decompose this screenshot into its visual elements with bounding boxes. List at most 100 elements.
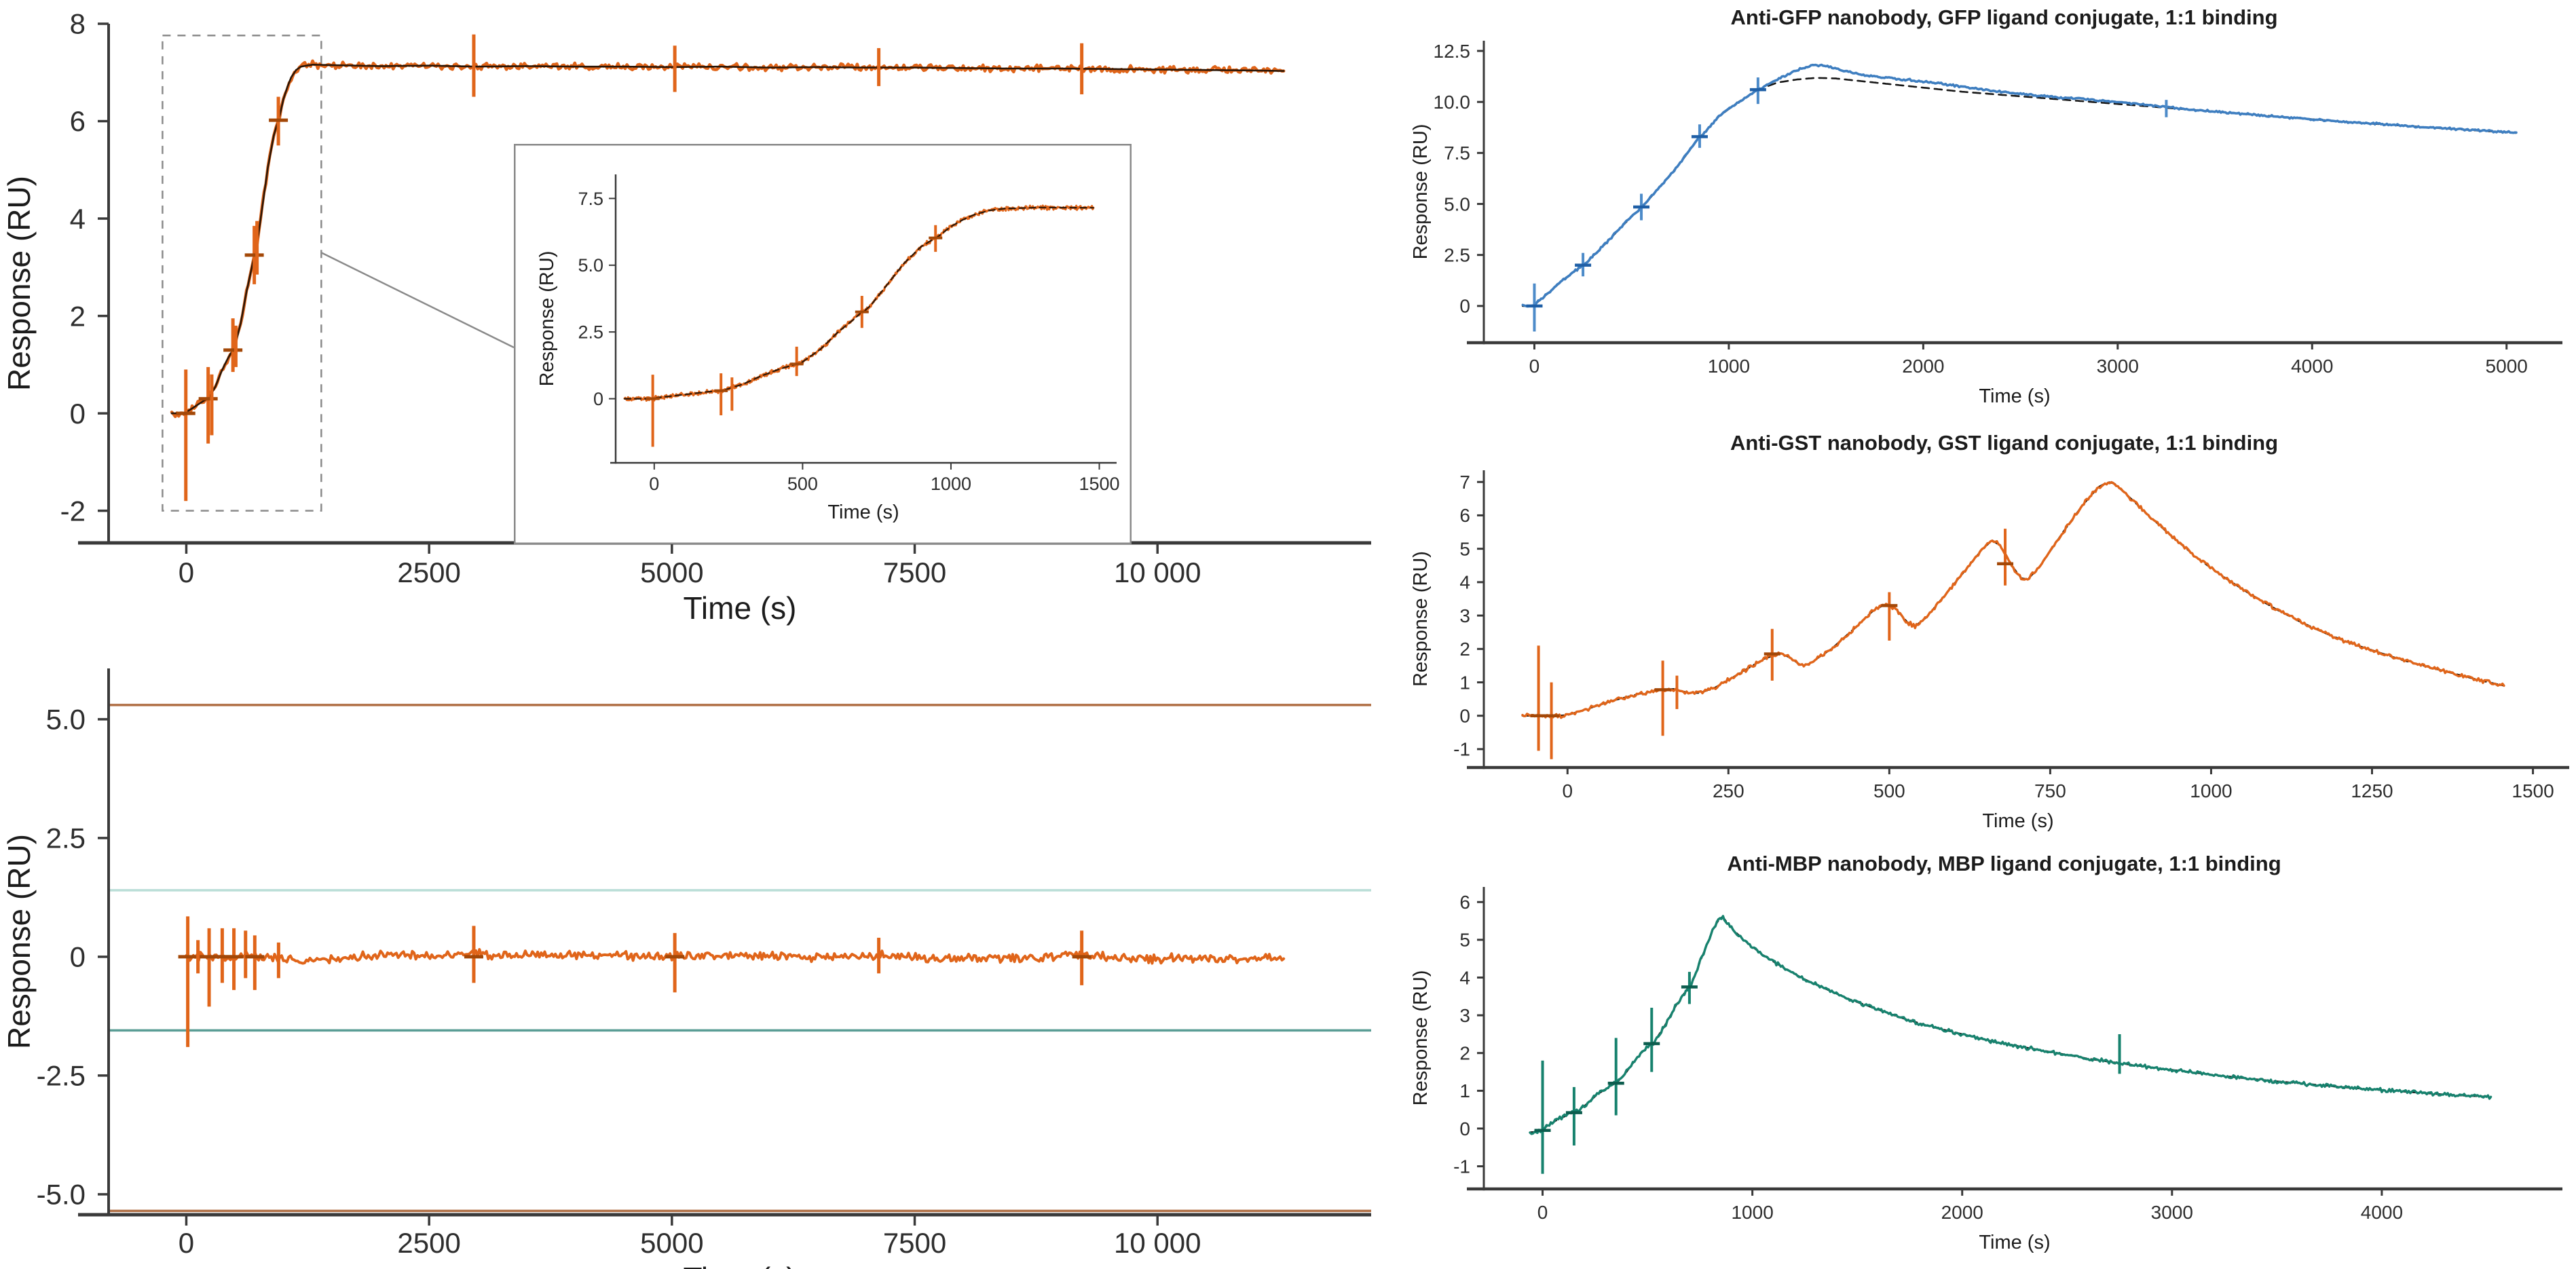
series-fit [624, 206, 1094, 400]
y-tick-label: 5.0 [578, 255, 603, 276]
inset-connector-line [320, 252, 515, 349]
y-tick-label: 3 [1459, 605, 1470, 626]
y-tick-label: 0 [593, 389, 603, 409]
y-tick-label: 0 [1459, 296, 1470, 317]
y-tick-label: 0 [1459, 706, 1470, 727]
x-axis-label: Time (s) [1979, 1232, 2050, 1253]
mbp-binding-chart-svg: Anti-MBP nanobody, MBP ligand conjugate,… [1410, 852, 2562, 1253]
series-fit [170, 64, 1285, 415]
x-tick-label: 3000 [2151, 1202, 2193, 1223]
series-fit [1521, 480, 2505, 717]
series-measured [1529, 915, 2493, 1135]
x-tick-label: 750 [2034, 780, 2066, 801]
y-tick-label: 1 [1459, 1080, 1470, 1101]
x-tick-label: 0 [1562, 780, 1573, 801]
chart-title: Anti-MBP nanobody, MBP ligand conjugate,… [1727, 852, 2281, 875]
y-tick-label: 12.5 [1434, 41, 1471, 62]
chart-title: Anti-GST nanobody, GST ligand conjugate,… [1730, 431, 2278, 455]
error-bars [176, 34, 1084, 501]
x-tick-label: 7500 [883, 556, 946, 588]
axes: 0 2500 5000 7500 10 000 -5.0 -2.5 0 2.5 5.0 [37, 668, 1371, 1259]
chart-residuals: 0 2500 5000 7500 10 000 -5.0 -2.5 0 2.5 5.0 Time (… [0, 638, 1392, 1269]
y-axis-label: Response (RU) [1, 176, 37, 391]
x-tick-label: 10 000 [1114, 556, 1201, 588]
x-tick-label: 4000 [2291, 356, 2333, 377]
y-axis-label: Response (RU) [1410, 551, 1432, 687]
y-tick-label: 2 [1459, 1043, 1470, 1064]
x-tick-label: 0 [1537, 1202, 1548, 1223]
x-tick-label: 1000 [931, 474, 971, 494]
y-tick-label: 5.0 [1444, 193, 1470, 214]
x-tick-label: 7500 [883, 1227, 946, 1259]
y-tick-label: 8 [70, 8, 86, 40]
y-tick-label: 5 [1459, 930, 1470, 951]
gfp-binding-chart-svg: Anti-GFP nanobody, GFP ligand conjugate,… [1410, 5, 2562, 407]
y-tick-label: 3 [1459, 1005, 1470, 1026]
inset-background [514, 144, 1132, 544]
inset-zoom-chart-svg: 0 500 1000 1500 0 2.5 5.0 7.5 Time (s) Response (… [514, 144, 1132, 544]
series-fit [1529, 916, 2492, 1133]
x-tick-label: 0 [179, 1227, 194, 1259]
y-tick-label: 2 [70, 300, 86, 332]
axes: 0 250 500 750 1000 1250 1500 -1 0 1 2 3 4 5 6 7 [1453, 470, 2569, 801]
x-tick-label: 5000 [640, 556, 703, 588]
x-tick-label: 1000 [2190, 780, 2232, 801]
series-measured [1521, 480, 2505, 719]
y-tick-label: 4 [1459, 572, 1470, 593]
error-bars [1530, 529, 2014, 759]
chart-anti-gfp: Anti-GFP nanobody, GFP ligand conjugate,… [1392, 0, 2576, 423]
y-tick-label: 6 [1459, 892, 1470, 913]
y-tick-label: -5.0 [37, 1179, 86, 1211]
error-bars [646, 225, 943, 447]
zoom-region-box [162, 34, 322, 512]
x-tick-label: 1000 [1731, 1202, 1773, 1223]
y-tick-label: 6 [1459, 505, 1470, 526]
y-tick-label: 1 [1459, 672, 1470, 693]
x-tick-label: 500 [1873, 780, 1905, 801]
error-bars [178, 916, 1091, 1047]
x-tick-label: 1500 [2512, 780, 2554, 801]
inset-border [514, 144, 1132, 544]
x-tick-label: 1500 [1079, 474, 1119, 494]
x-tick-label: 5000 [640, 1227, 703, 1259]
x-tick-label: 0 [1529, 356, 1540, 377]
y-axis-label: Response (RU) [1410, 124, 1432, 260]
y-tick-label: -2.5 [37, 1060, 86, 1092]
axes: 0 500 1000 1500 0 2.5 5.0 7.5 [578, 174, 1120, 494]
y-tick-label: 4 [1459, 967, 1470, 988]
x-tick-label: 5000 [2486, 356, 2528, 377]
x-tick-label: 4000 [2361, 1202, 2403, 1223]
x-tick-label: 3000 [2097, 356, 2139, 377]
y-axis-label: Response (RU) [1, 834, 37, 1049]
y-axis-label: Response (RU) [1410, 970, 1432, 1106]
chart-anti-gst: Anti-GST nanobody, GST ligand conjugate,… [1392, 423, 2576, 846]
x-axis-label: Time (s) [827, 501, 899, 523]
axes: 0 1000 2000 3000 4000 -1 0 1 2 3 4 5 6 [1453, 887, 2562, 1223]
x-tick-label: 2000 [1902, 356, 1944, 377]
series-fit [1522, 77, 2518, 307]
y-tick-label: 0 [70, 941, 86, 973]
y-tick-label: -1 [1453, 1156, 1470, 1177]
y-tick-label: 7.5 [1444, 143, 1470, 164]
y-tick-label: -1 [1453, 739, 1470, 760]
chart-title: Anti-GFP nanobody, GFP ligand conjugate,… [1731, 5, 2278, 29]
y-tick-label: 4 [70, 203, 86, 235]
series-residual [185, 948, 1286, 965]
chart-anti-mbp: Anti-MBP nanobody, MBP ligand conjugate,… [1392, 846, 2576, 1269]
x-axis-label: Time (s) [1982, 810, 2053, 832]
y-tick-label: 10.0 [1434, 92, 1471, 113]
y-tick-label: 7.5 [578, 189, 603, 209]
error-bars [1526, 77, 2168, 332]
gst-binding-chart-svg: Anti-GST nanobody, GST ligand conjugate,… [1410, 431, 2569, 832]
x-tick-label: 10 000 [1114, 1227, 1201, 1259]
x-axis-label: Time (s) [684, 590, 797, 626]
axes: 0 1000 2000 3000 4000 5000 0 2.5 5.0 7.5 10.0 12.5 [1434, 41, 2562, 377]
y-tick-label: 0 [70, 398, 86, 430]
series-measured [170, 59, 1286, 419]
y-tick-label: 2.5 [578, 322, 603, 343]
x-tick-label: 500 [787, 474, 818, 494]
y-tick-label: 5.0 [46, 704, 86, 736]
x-tick-label: 250 [1713, 780, 1744, 801]
error-bars [1534, 972, 2121, 1174]
